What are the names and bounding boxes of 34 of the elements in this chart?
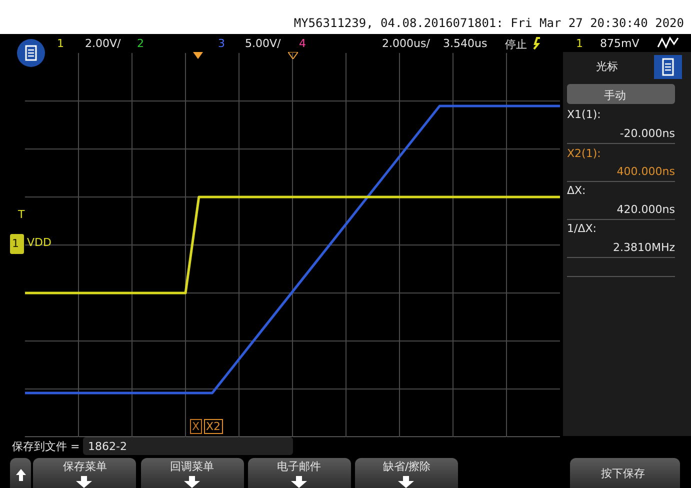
text: X1(1): <box>567 108 601 121</box>
text: 5.00V/ <box>245 37 281 50</box>
text: 3.540us <box>443 37 488 50</box>
text: 400.000ns <box>616 165 675 178</box>
text: 2.00V/ <box>85 37 121 50</box>
text: 缺省/擦除 <box>383 459 431 474</box>
chart-title: MY56311239, 04.08.2016071801: Fri Mar 27 20:30:40 2020 <box>292 16 684 30</box>
text: 回调菜单 <box>170 459 214 474</box>
text: X2(1): <box>567 147 601 160</box>
text: 停止 <box>505 37 527 52</box>
text: 1862-2 <box>88 440 127 453</box>
text: 光标 <box>596 59 618 74</box>
text: 3 <box>218 37 225 50</box>
text: 手动 <box>604 88 626 103</box>
text: 420.000ns <box>616 203 675 216</box>
text: 1/ΔX: <box>567 222 596 235</box>
text: 按下保存 <box>601 466 645 481</box>
text: 电子邮件 <box>277 459 321 474</box>
text: T <box>18 208 25 221</box>
annotation: X2 <box>204 419 223 434</box>
text: 2.3810MHz <box>612 241 675 254</box>
text: 1 <box>57 37 64 50</box>
text: 2.000us/ <box>382 37 430 50</box>
text: -20.000ns <box>620 127 675 140</box>
annotation: X <box>190 419 202 434</box>
text: ΔX: <box>567 184 586 197</box>
text: 2 <box>137 37 144 50</box>
text: 1 <box>12 237 19 250</box>
annotation: VDD <box>27 236 52 249</box>
text: 1 <box>576 37 583 50</box>
text: 保存菜单 <box>63 459 107 474</box>
text: 保存到文件 = <box>12 439 80 454</box>
text: 875mV <box>600 37 640 50</box>
text: 4 <box>299 37 306 50</box>
